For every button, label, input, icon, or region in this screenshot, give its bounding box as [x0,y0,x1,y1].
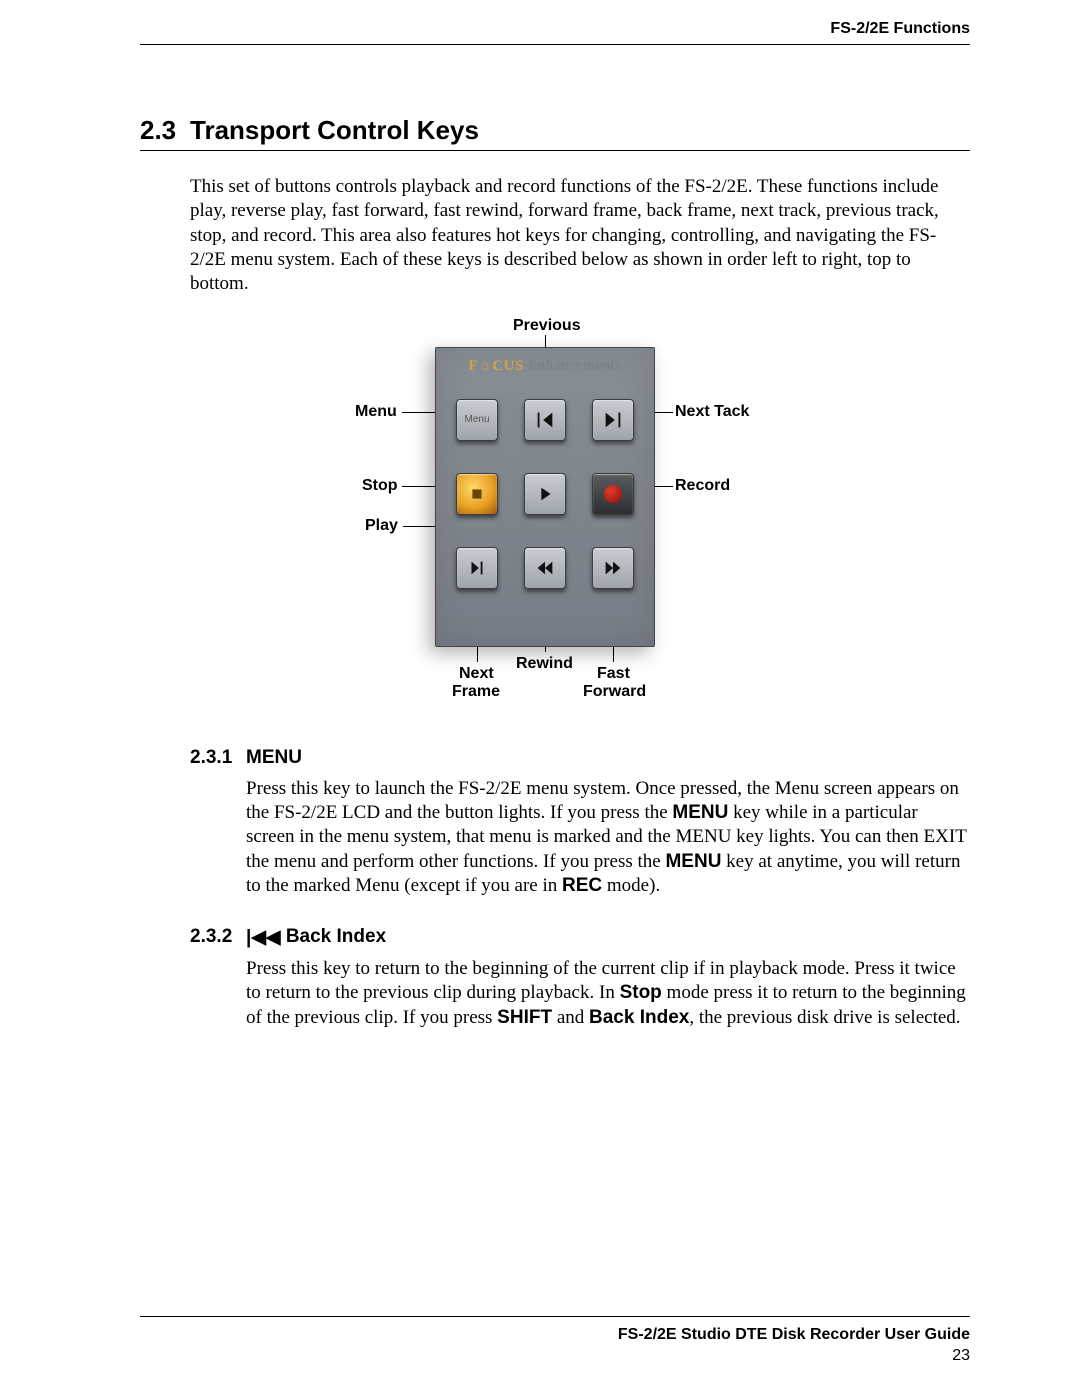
play-button[interactable] [524,473,566,515]
back-index-icon: |◀◀ [246,927,281,948]
sub2-heading: 2.3.2|◀◀ Back Index [190,926,970,949]
label-fast-l1: Fast [597,665,630,683]
sub2-b1: Stop [620,982,662,1003]
section-heading-wrap: 2.3Transport Control Keys [140,115,970,151]
sub1-heading: 2.3.1MENU [190,747,970,769]
subsection-back-index: 2.3.2|◀◀ Back Index Press this key to re… [190,926,970,1030]
footer: FS-2/2E Studio DTE Disk Recorder User Gu… [140,1325,970,1367]
next-frame-button[interactable] [456,547,498,589]
sub1-b3: REC [562,875,602,896]
sub2-b2: SHIFT [497,1007,552,1028]
sub2-body: Press this key to return to the beginnin… [246,957,970,1030]
header-right: FS-2/2E Functions [140,20,970,38]
record-button[interactable] [592,473,634,515]
header-rule [140,44,970,45]
row-3 [436,547,654,589]
label-fast-l2: Forward [583,683,646,701]
menu-button[interactable]: Menu [456,399,498,441]
previous-track-button[interactable] [524,399,566,441]
label-next-frame-l1: Next [459,665,494,683]
sub1-body: Press this key to launch the FS-2/2E men… [246,777,970,899]
next-track-button[interactable] [592,399,634,441]
fast-forward-button[interactable] [592,547,634,589]
menu-button-label: Menu [464,414,489,425]
record-icon [604,485,622,503]
sub1-title: MENU [246,747,302,768]
section-rule [140,150,970,151]
sub2-number: 2.3.2 [190,926,246,948]
transport-diagram: Previous Menu Next Tack Stop Record Play… [255,317,855,717]
fast-forward-icon [602,557,624,579]
stop-button[interactable] [456,473,498,515]
section-title: Transport Control Keys [190,115,479,145]
footer-rule [140,1316,970,1317]
label-previous: Previous [513,317,581,335]
rewind-button[interactable] [524,547,566,589]
intro-paragraph: This set of buttons controls playback an… [190,175,970,297]
leader-play-h [403,526,437,527]
sub2-p3: and [552,1007,589,1028]
brand-enh: Enhancements [524,358,622,374]
footer-title: FS-2/2E Studio DTE Disk Recorder User Gu… [140,1325,970,1346]
label-rewind: Rewind [516,655,573,673]
rewind-icon [534,557,556,579]
brand-fo: F [468,358,478,374]
label-play: Play [365,517,398,535]
panel-brand: F☼CUS Enhancements [436,358,654,375]
section-number: 2.3 [140,115,190,146]
sub1-b1: MENU [672,802,728,823]
label-menu: Menu [355,403,397,421]
sub1-number: 2.3.1 [190,747,246,769]
label-next-track: Next Tack [675,403,749,421]
skip-forward-icon [602,409,624,431]
sub1-b2: MENU [665,851,721,872]
label-next-frame-l2: Frame [452,683,500,701]
sub2-title: Back Index [281,926,387,947]
brand-cus: CUS [492,358,524,374]
skip-back-icon [534,409,556,431]
frame-forward-icon [466,557,488,579]
section-heading: 2.3Transport Control Keys [140,115,970,146]
page-number: 23 [140,1346,970,1367]
row-2 [436,473,654,515]
sub1-p4: mode). [602,875,660,896]
stop-icon [466,483,488,505]
play-icon [534,483,556,505]
subsection-menu: 2.3.1MENU Press this key to launch the F… [190,747,970,899]
keypad-panel: F☼CUS Enhancements Menu [435,347,655,647]
label-record: Record [675,477,730,495]
label-stop: Stop [362,477,398,495]
row-1: Menu [436,399,654,441]
sub2-b3: Back Index [589,1007,689,1028]
sub2-p4: , the previous disk drive is selected. [689,1007,960,1028]
page: FS-2/2E Functions 2.3Transport Control K… [0,0,1080,1030]
